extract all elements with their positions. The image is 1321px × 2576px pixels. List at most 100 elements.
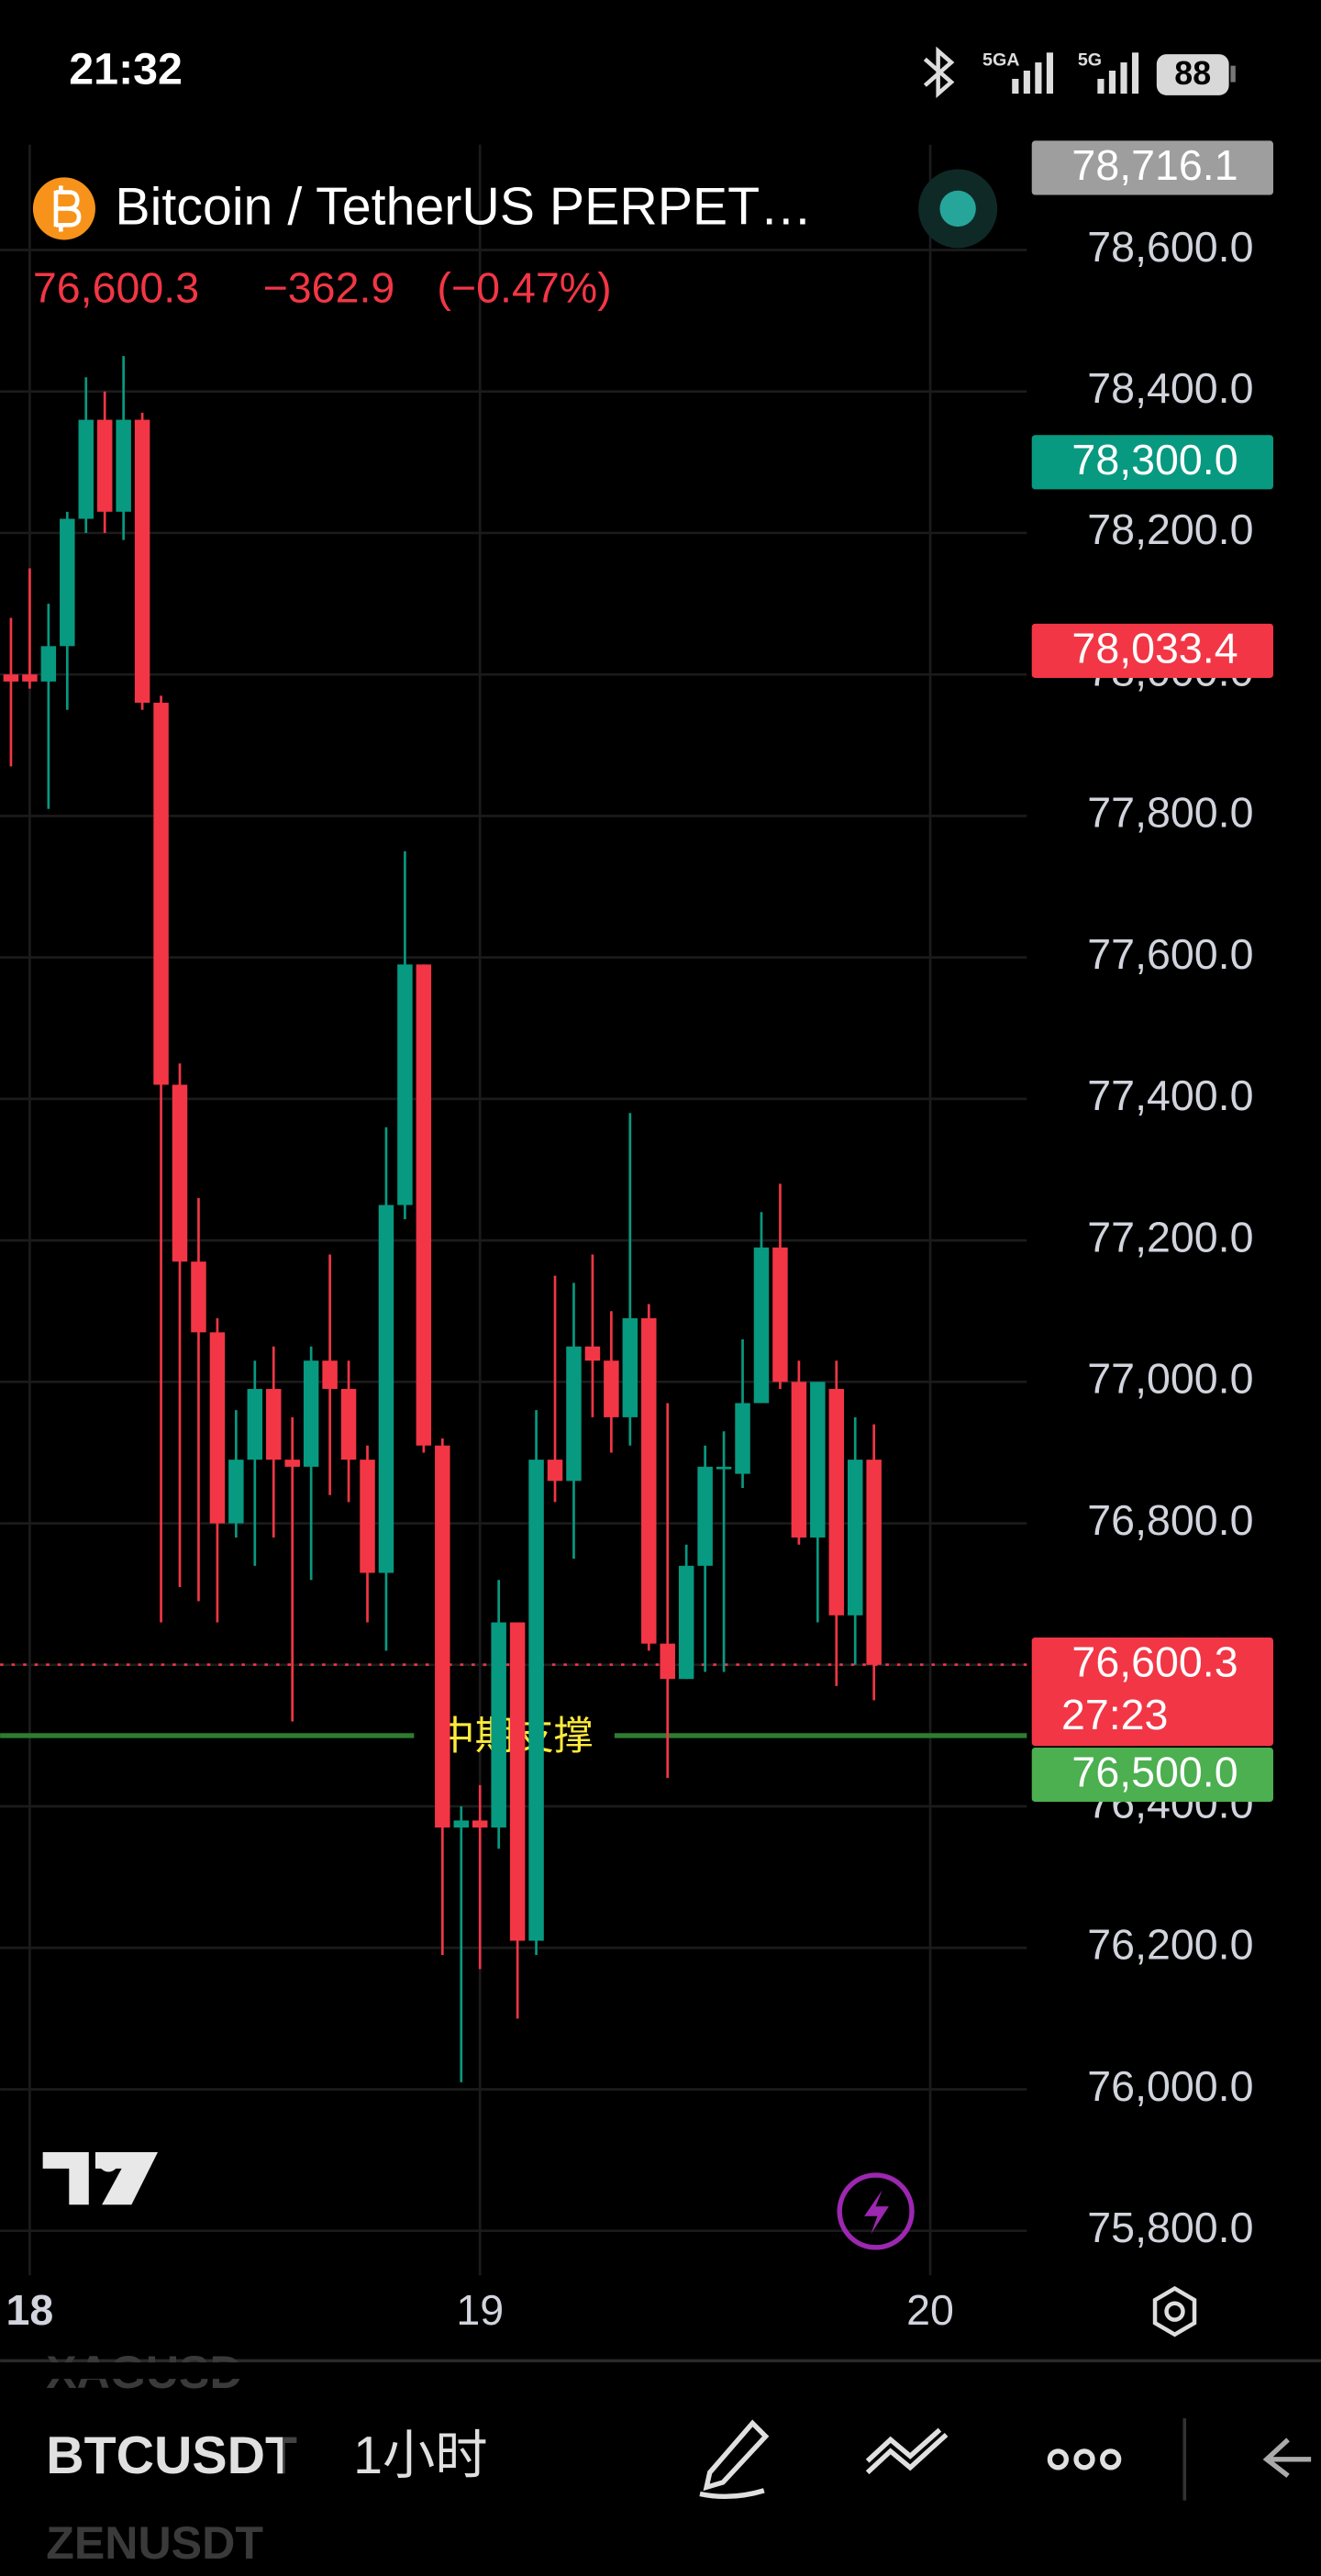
clock: 21:32 xyxy=(69,45,183,94)
candle-body xyxy=(716,1466,732,1470)
candle-body xyxy=(791,1382,807,1538)
candle-body xyxy=(491,1622,506,1828)
flash-icon xyxy=(864,2190,889,2235)
toolbar-mask xyxy=(0,2362,1321,2380)
battery-icon xyxy=(1156,54,1229,95)
candle-body xyxy=(340,1389,357,1460)
candle-body xyxy=(604,1360,619,1417)
y-tick-label: 76,200.0 xyxy=(1087,1921,1253,1969)
price-countdown: 27:23 xyxy=(1061,1691,1168,1738)
symbol-title[interactable]: Bitcoin / TetherUS PERPET… xyxy=(115,177,812,236)
candle-body xyxy=(40,646,57,682)
x-tick-label: 18 xyxy=(6,2286,54,2334)
candle-body xyxy=(866,1460,882,1665)
market-status-dot xyxy=(939,190,976,228)
candle-body xyxy=(697,1466,713,1566)
candle-body xyxy=(378,1205,394,1573)
battery-level: 88 xyxy=(1174,55,1211,92)
candle-body xyxy=(453,1820,470,1828)
x-tick-label: 19 xyxy=(456,2286,504,2334)
price-change-pct: (−0.47%) xyxy=(437,263,611,311)
y-tick-label: 78,400.0 xyxy=(1087,364,1253,412)
price-change: −362.9 xyxy=(263,263,395,311)
candle-body xyxy=(191,1261,206,1333)
candle-body xyxy=(284,1460,300,1467)
price-badge-label: 76,500.0 xyxy=(1071,1749,1238,1796)
battery-tip xyxy=(1230,65,1236,83)
candle-body xyxy=(22,674,38,682)
signal-icon xyxy=(1097,52,1139,94)
coin-glyph xyxy=(53,185,82,232)
candle-body xyxy=(847,1460,863,1616)
y-tick-label: 77,400.0 xyxy=(1087,1071,1253,1119)
network-label: 5G xyxy=(1078,50,1102,70)
candle-body xyxy=(228,1460,244,1524)
candle-body xyxy=(116,419,131,512)
candle-body xyxy=(660,1643,675,1680)
candle-body xyxy=(60,518,75,647)
signal-icon xyxy=(1012,52,1054,94)
candle-body xyxy=(303,1360,319,1467)
candle-body xyxy=(584,1346,601,1361)
candle-body xyxy=(435,1445,450,1828)
candle-body xyxy=(678,1565,694,1680)
logo-dot xyxy=(98,2151,119,2172)
price-badge-label: 78,716.1 xyxy=(1071,141,1238,189)
trend-tool[interactable] xyxy=(865,2427,949,2475)
candle-body xyxy=(96,419,113,512)
y-tick-label: 75,800.0 xyxy=(1087,2204,1253,2251)
flash-button[interactable] xyxy=(837,2172,915,2250)
price-badge-label: 78,300.0 xyxy=(1071,436,1238,483)
logo xyxy=(42,2151,159,2205)
price-badge xyxy=(1031,435,1273,490)
candle-body xyxy=(828,1389,845,1616)
network-label: 5GA xyxy=(982,50,1019,70)
price-badge xyxy=(1031,1747,1273,1803)
x-tick-label: 20 xyxy=(906,2286,954,2334)
y-tick-label: 77,000.0 xyxy=(1087,1355,1253,1403)
y-tick-label: 78,600.0 xyxy=(1087,223,1253,271)
y-tick-label: 77,600.0 xyxy=(1087,930,1253,978)
y-tick-label: 76,000.0 xyxy=(1087,2062,1253,2110)
price-badge-label: 78,033.4 xyxy=(1071,625,1238,672)
candle-body xyxy=(472,1820,488,1828)
candle-body xyxy=(266,1389,282,1460)
y-tick-label: 78,200.0 xyxy=(1087,505,1253,553)
candle-body xyxy=(153,703,169,1085)
price-badge xyxy=(1031,140,1273,195)
candle-body xyxy=(735,1403,750,1474)
settings-button[interactable] xyxy=(1152,2286,1197,2337)
y-tick-label: 77,800.0 xyxy=(1087,789,1253,837)
symbol-fade xyxy=(283,2415,332,2501)
y-tick-label: 76,800.0 xyxy=(1087,1496,1253,1544)
candle-body xyxy=(397,964,413,1205)
price-badge-label: 76,600.3 xyxy=(1071,1638,1238,1686)
toolbar-interval[interactable]: 1小时 xyxy=(353,2426,487,2485)
candle-body xyxy=(753,1247,770,1404)
candle-body xyxy=(3,674,19,682)
y-tick-label: 77,200.0 xyxy=(1087,1213,1253,1260)
candle-body xyxy=(622,1317,638,1417)
settings-icon xyxy=(1164,2301,1185,2322)
toolbar-symbol[interactable]: BTCUSDT xyxy=(46,2426,297,2485)
candle-body xyxy=(641,1317,657,1644)
candle-body xyxy=(772,1247,788,1382)
candle-body xyxy=(810,1382,826,1538)
candle-body xyxy=(566,1346,582,1482)
more-button[interactable] xyxy=(1047,2448,1122,2471)
price-badge xyxy=(1031,623,1273,678)
next-symbol[interactable]: ZENUSDT xyxy=(46,2517,263,2569)
candle-body xyxy=(509,1622,526,1941)
candle-body xyxy=(134,419,150,704)
price-badge xyxy=(1031,1638,1273,1747)
last-price: 76,600.3 xyxy=(33,263,199,311)
undo-button[interactable] xyxy=(1262,2437,1312,2478)
candle-body xyxy=(247,1389,263,1460)
draw-tool[interactable] xyxy=(699,2419,770,2499)
candle-body xyxy=(78,419,94,519)
chart-layer: 75,800.076,000.076,200.076,400.076,600.0… xyxy=(0,140,1273,2334)
candle-body xyxy=(360,1460,375,1573)
